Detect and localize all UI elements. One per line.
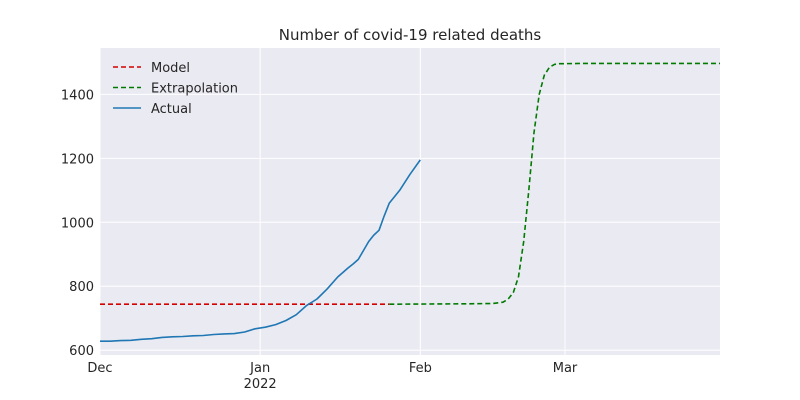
x-tick-label: Feb — [409, 361, 432, 376]
y-tick-label: 800 — [69, 280, 94, 295]
x-tick-label: Jan — [249, 361, 270, 376]
y-axis: 600 800 1000 1200 1400 — [61, 88, 94, 359]
series-line-actual — [100, 159, 421, 343]
legend: Model Extrapolation Actual — [113, 61, 238, 117]
x-tick-label: Mar — [553, 361, 578, 376]
y-tick-label: 600 — [69, 344, 94, 359]
y-tick-label: 1400 — [61, 88, 94, 103]
legend-label: Extrapolation — [151, 82, 238, 97]
y-tick-label: 1000 — [61, 216, 94, 231]
series-layer — [100, 62, 720, 343]
x-tick-sublabel: 2022 — [244, 377, 277, 392]
chart-title: Number of covid-19 related deaths — [279, 26, 542, 44]
legend-label: Actual — [151, 102, 192, 117]
x-tick-label: Dec — [87, 361, 112, 376]
legend-label: Model — [151, 61, 190, 76]
y-tick-label: 1200 — [61, 152, 94, 167]
